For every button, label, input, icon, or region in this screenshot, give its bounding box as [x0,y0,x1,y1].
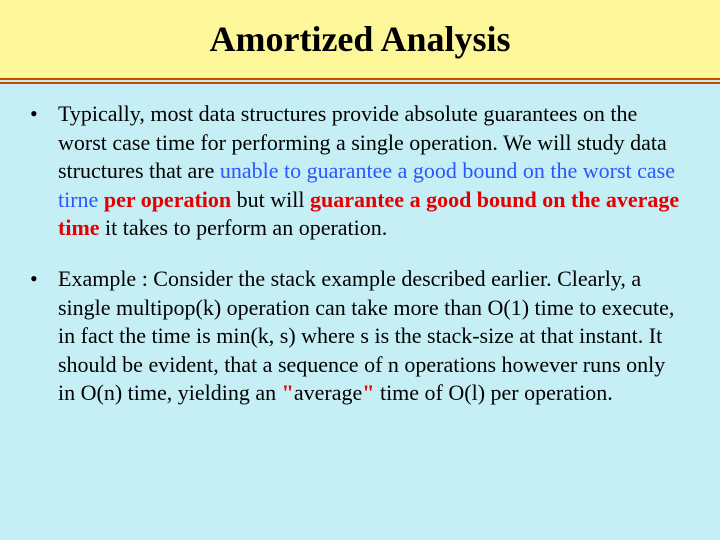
content-area: Typically, most data structures provide … [0,80,720,408]
text-run: but will [237,187,310,212]
text-run-red-bold: per operation [104,187,237,212]
bullet-item: Example : Consider the stack example des… [48,265,680,408]
text-run: average [294,380,362,405]
quote-mark: " [362,380,380,405]
text-run: time of O(l) per operation. [380,380,613,405]
text-run: it takes to perform an operation. [105,215,387,240]
quote-mark: " [282,380,294,405]
page-title: Amortized Analysis [210,18,511,60]
title-bar: Amortized Analysis [0,0,720,80]
bullet-item: Typically, most data structures provide … [48,100,680,243]
bullet-list: Typically, most data structures provide … [48,100,680,408]
